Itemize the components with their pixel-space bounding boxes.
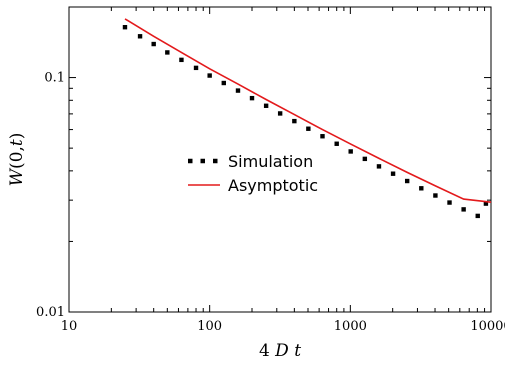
simulation-point	[165, 50, 170, 55]
x-axis-label: 4 D t	[259, 341, 301, 361]
simulation-point	[483, 201, 489, 206]
series-simulation	[122, 25, 489, 219]
simulation-point	[137, 34, 143, 39]
plot-frame	[68, 6, 492, 313]
x-tick-label: 1000	[334, 319, 367, 334]
simulation-point	[419, 186, 424, 191]
simulation-point	[193, 65, 199, 71]
simulation-point	[122, 25, 128, 30]
simulation-point	[433, 193, 438, 198]
simulation-point	[404, 178, 410, 184]
y-tick-label: 0.1	[44, 71, 65, 86]
simulation-point	[376, 164, 382, 169]
y-axis-label: W(0,t)	[7, 133, 27, 187]
asymptotic-line	[124, 18, 492, 203]
simulation-point	[447, 200, 452, 205]
legend: Simulation Asymptotic	[188, 152, 318, 195]
series-layer	[122, 18, 492, 219]
simulation-point	[475, 213, 480, 219]
simulation-point	[179, 57, 184, 63]
y-tick-label: 0.01	[36, 305, 65, 320]
simulation-point	[306, 126, 311, 131]
simulation-point	[348, 149, 353, 154]
simulation-point	[390, 171, 396, 176]
simulation-point	[320, 134, 325, 139]
legend-asymptotic-label: Asymptotic	[228, 176, 318, 195]
simulation-point	[249, 95, 255, 101]
simulation-point	[263, 103, 269, 108]
simulation-point	[334, 141, 339, 146]
simulation-point	[362, 156, 368, 162]
simulation-point	[151, 41, 156, 47]
simulation-point	[277, 111, 283, 116]
simulation-point	[292, 118, 297, 124]
x-tick-label: 10	[61, 319, 78, 334]
x-tick-label: 100	[197, 319, 222, 334]
simulation-point	[221, 80, 226, 86]
simulation-point	[235, 88, 241, 93]
ticks	[68, 6, 492, 313]
simulation-point	[461, 207, 466, 212]
simulation-point	[207, 73, 212, 78]
legend-simulation-label: Simulation	[228, 152, 313, 171]
